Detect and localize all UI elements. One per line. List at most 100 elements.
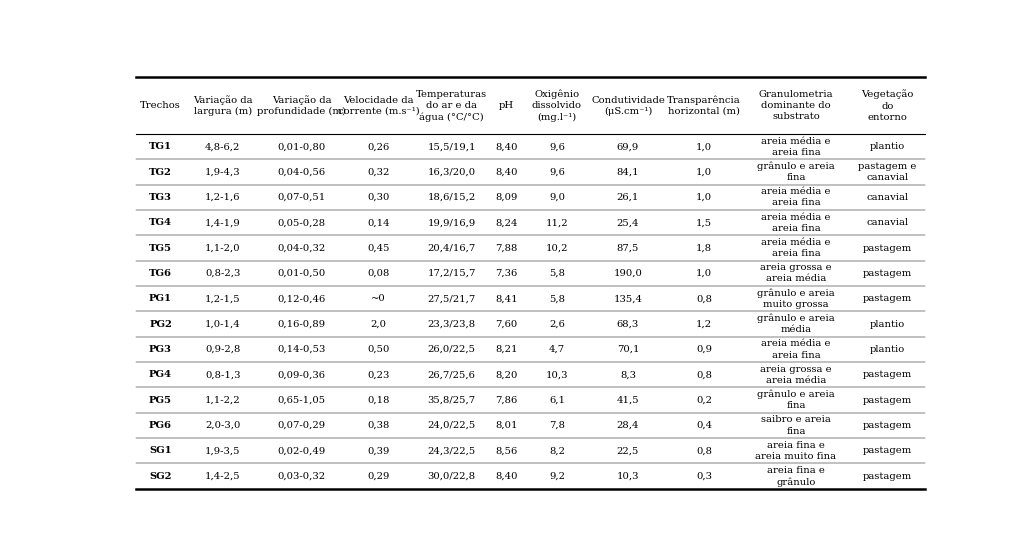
Text: 8,40: 8,40 xyxy=(496,168,518,176)
Text: grânulo e areia
fina: grânulo e areia fina xyxy=(757,390,835,411)
Text: Oxigênio
dissolvido
(mg.l⁻¹): Oxigênio dissolvido (mg.l⁻¹) xyxy=(532,90,582,122)
Text: 2,0-3,0: 2,0-3,0 xyxy=(205,421,240,430)
Text: Vegetação
do
entorno: Vegetação do entorno xyxy=(861,90,914,122)
Text: 0,8-1,3: 0,8-1,3 xyxy=(205,370,240,379)
Text: 0,3: 0,3 xyxy=(696,472,712,481)
Text: 0,04-0,56: 0,04-0,56 xyxy=(277,168,326,176)
Text: Transparência
horizontal (m): Transparência horizontal (m) xyxy=(668,95,741,116)
Text: 35,8/25,7: 35,8/25,7 xyxy=(427,396,476,405)
Text: 22,5: 22,5 xyxy=(617,446,640,455)
Text: 11,2: 11,2 xyxy=(545,218,568,227)
Text: 41,5: 41,5 xyxy=(617,396,640,405)
Text: pastagem: pastagem xyxy=(863,244,912,253)
Text: 8,09: 8,09 xyxy=(496,193,518,202)
Text: areia média e
areia fina: areia média e areia fina xyxy=(761,188,831,208)
Text: 9,2: 9,2 xyxy=(549,472,565,481)
Text: 0,18: 0,18 xyxy=(367,396,390,405)
Text: 24,3/22,5: 24,3/22,5 xyxy=(427,446,476,455)
Text: 9,6: 9,6 xyxy=(549,168,565,176)
Text: pastagem: pastagem xyxy=(863,269,912,278)
Text: 17,2/15,7: 17,2/15,7 xyxy=(427,269,476,278)
Text: 8,01: 8,01 xyxy=(496,421,518,430)
Text: 0,07-0,29: 0,07-0,29 xyxy=(277,421,326,430)
Text: 8,20: 8,20 xyxy=(496,370,518,379)
Text: 18,6/15,2: 18,6/15,2 xyxy=(427,193,476,202)
Text: TG5: TG5 xyxy=(149,244,172,253)
Text: pastagem e
canavial: pastagem e canavial xyxy=(858,162,917,182)
Text: 4,8-6,2: 4,8-6,2 xyxy=(205,142,240,152)
Text: 8,56: 8,56 xyxy=(496,446,518,455)
Text: 24,0/22,5: 24,0/22,5 xyxy=(427,421,476,430)
Text: 27,5/21,7: 27,5/21,7 xyxy=(427,294,476,303)
Text: 2,0: 2,0 xyxy=(371,320,386,329)
Text: 30,0/22,8: 30,0/22,8 xyxy=(427,472,476,481)
Text: 1,9-4,3: 1,9-4,3 xyxy=(205,168,240,176)
Text: 4,7: 4,7 xyxy=(549,345,565,354)
Text: canavial: canavial xyxy=(866,218,909,227)
Text: 0,08: 0,08 xyxy=(367,269,389,278)
Text: plantio: plantio xyxy=(869,142,906,152)
Text: 15,5/19,1: 15,5/19,1 xyxy=(427,142,476,152)
Text: pastagem: pastagem xyxy=(863,472,912,481)
Text: 6,1: 6,1 xyxy=(549,396,565,405)
Text: areia fina e
areia muito fina: areia fina e areia muito fina xyxy=(756,441,836,461)
Text: 7,88: 7,88 xyxy=(496,244,518,253)
Text: grânulo e areia
média: grânulo e areia média xyxy=(757,314,835,335)
Text: TG4: TG4 xyxy=(149,218,172,227)
Text: SG1: SG1 xyxy=(149,446,172,455)
Text: PG3: PG3 xyxy=(149,345,172,354)
Text: 0,05-0,28: 0,05-0,28 xyxy=(277,218,326,227)
Text: Variação da
largura (m): Variação da largura (m) xyxy=(193,95,253,116)
Text: 68,3: 68,3 xyxy=(617,320,639,329)
Text: PG1: PG1 xyxy=(149,294,172,303)
Text: 0,4: 0,4 xyxy=(696,421,712,430)
Text: 7,86: 7,86 xyxy=(496,396,518,405)
Text: 0,29: 0,29 xyxy=(367,472,389,481)
Text: 84,1: 84,1 xyxy=(617,168,640,176)
Text: 7,8: 7,8 xyxy=(549,421,565,430)
Text: 0,14-0,53: 0,14-0,53 xyxy=(277,345,326,354)
Text: 26,1: 26,1 xyxy=(617,193,640,202)
Text: 10,3: 10,3 xyxy=(617,472,640,481)
Text: 8,40: 8,40 xyxy=(496,142,518,152)
Text: 2,6: 2,6 xyxy=(549,320,565,329)
Text: 5,8: 5,8 xyxy=(549,269,565,278)
Text: 0,2: 0,2 xyxy=(696,396,712,405)
Text: canavial: canavial xyxy=(866,193,909,202)
Text: Variação da
profundidade (m): Variação da profundidade (m) xyxy=(257,95,346,116)
Text: areia grossa e
areia média: areia grossa e areia média xyxy=(760,365,832,385)
Text: 26,0/22,5: 26,0/22,5 xyxy=(427,345,476,354)
Text: PG4: PG4 xyxy=(149,370,172,379)
Text: 0,01-0,50: 0,01-0,50 xyxy=(277,269,326,278)
Text: 1,0: 1,0 xyxy=(696,269,712,278)
Text: 8,40: 8,40 xyxy=(496,472,518,481)
Text: 23,3/23,8: 23,3/23,8 xyxy=(427,320,476,329)
Text: 10,2: 10,2 xyxy=(545,244,568,253)
Text: 8,24: 8,24 xyxy=(496,218,518,227)
Text: 19,9/16,9: 19,9/16,9 xyxy=(427,218,476,227)
Text: pastagem: pastagem xyxy=(863,294,912,303)
Text: pH: pH xyxy=(499,101,514,110)
Text: 0,8-2,3: 0,8-2,3 xyxy=(205,269,240,278)
Text: 0,32: 0,32 xyxy=(367,168,389,176)
Text: 0,45: 0,45 xyxy=(367,244,390,253)
Text: TG2: TG2 xyxy=(149,168,172,176)
Text: 0,39: 0,39 xyxy=(367,446,389,455)
Text: areia fina e
grânulo: areia fina e grânulo xyxy=(767,466,825,487)
Text: 0,65-1,05: 0,65-1,05 xyxy=(277,396,326,405)
Text: SG2: SG2 xyxy=(149,472,172,481)
Text: 0,09-0,36: 0,09-0,36 xyxy=(277,370,326,379)
Text: pastagem: pastagem xyxy=(863,421,912,430)
Text: TG1: TG1 xyxy=(149,142,172,152)
Text: 7,60: 7,60 xyxy=(496,320,518,329)
Text: 1,0-1,4: 1,0-1,4 xyxy=(205,320,241,329)
Text: 0,02-0,49: 0,02-0,49 xyxy=(277,446,326,455)
Text: 135,4: 135,4 xyxy=(614,294,643,303)
Text: grânulo e areia
fina: grânulo e areia fina xyxy=(757,162,835,183)
Text: 190,0: 190,0 xyxy=(614,269,643,278)
Text: Granulometria
dominante do
substrato: Granulometria dominante do substrato xyxy=(759,90,833,122)
Text: pastagem: pastagem xyxy=(863,370,912,379)
Text: 1,1-2,2: 1,1-2,2 xyxy=(205,396,240,405)
Text: 9,6: 9,6 xyxy=(549,142,565,152)
Text: 10,3: 10,3 xyxy=(545,370,568,379)
